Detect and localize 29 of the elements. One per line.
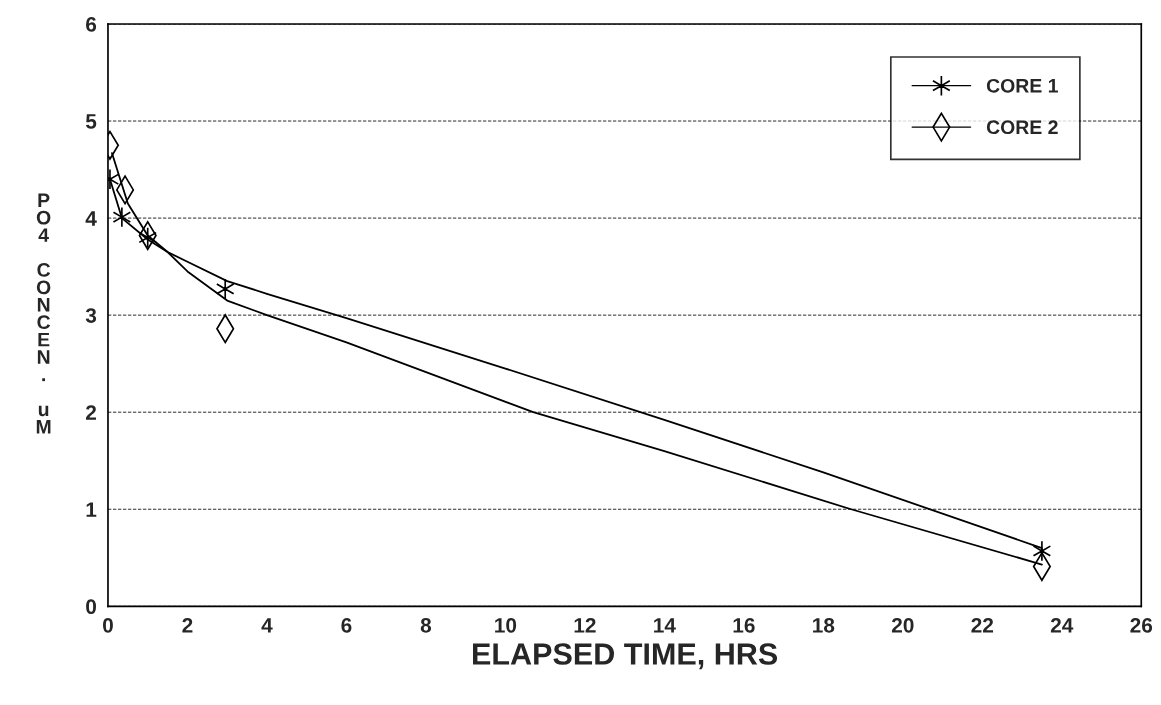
x-tick-label: 10 xyxy=(495,617,517,633)
x-tick-label: 22 xyxy=(971,617,994,633)
x-tick-label: 18 xyxy=(813,617,835,633)
point xyxy=(215,278,235,300)
y-tick-label: 2 xyxy=(86,405,97,420)
point xyxy=(138,226,157,249)
x-tick-label: 16 xyxy=(733,617,755,633)
y-tick-label: 3 xyxy=(85,308,97,323)
x-tick-label: 12 xyxy=(574,617,596,633)
x-tick-label: 2 xyxy=(182,617,193,633)
y-tick-label: 0 xyxy=(86,599,97,615)
y-tick-label: 4 xyxy=(85,211,97,226)
x-tick-label: 20 xyxy=(891,617,914,633)
x-tick-label: 6 xyxy=(341,617,352,633)
x-tick-label: 24 xyxy=(1050,617,1074,633)
x-tick-label: 8 xyxy=(420,617,432,633)
y-tick-label: 1 xyxy=(86,502,97,517)
x-tick-label: 26 xyxy=(1130,617,1153,633)
x-axis-title: ELAPSED TIME, HRS xyxy=(473,643,778,670)
y-tick-label: 5 xyxy=(85,114,97,129)
x-tick-label: 0 xyxy=(103,617,113,633)
legend-label: CORE 1 xyxy=(986,78,1058,93)
y-tick-label: 6 xyxy=(86,16,97,32)
x-tick-label: 4 xyxy=(261,618,273,633)
point xyxy=(1032,540,1052,562)
x-tick-label: 14 xyxy=(654,618,676,633)
point xyxy=(112,206,132,228)
legend-label: CORE 2 xyxy=(986,120,1058,135)
text: PO4 CONCEN. uM xyxy=(36,193,51,434)
